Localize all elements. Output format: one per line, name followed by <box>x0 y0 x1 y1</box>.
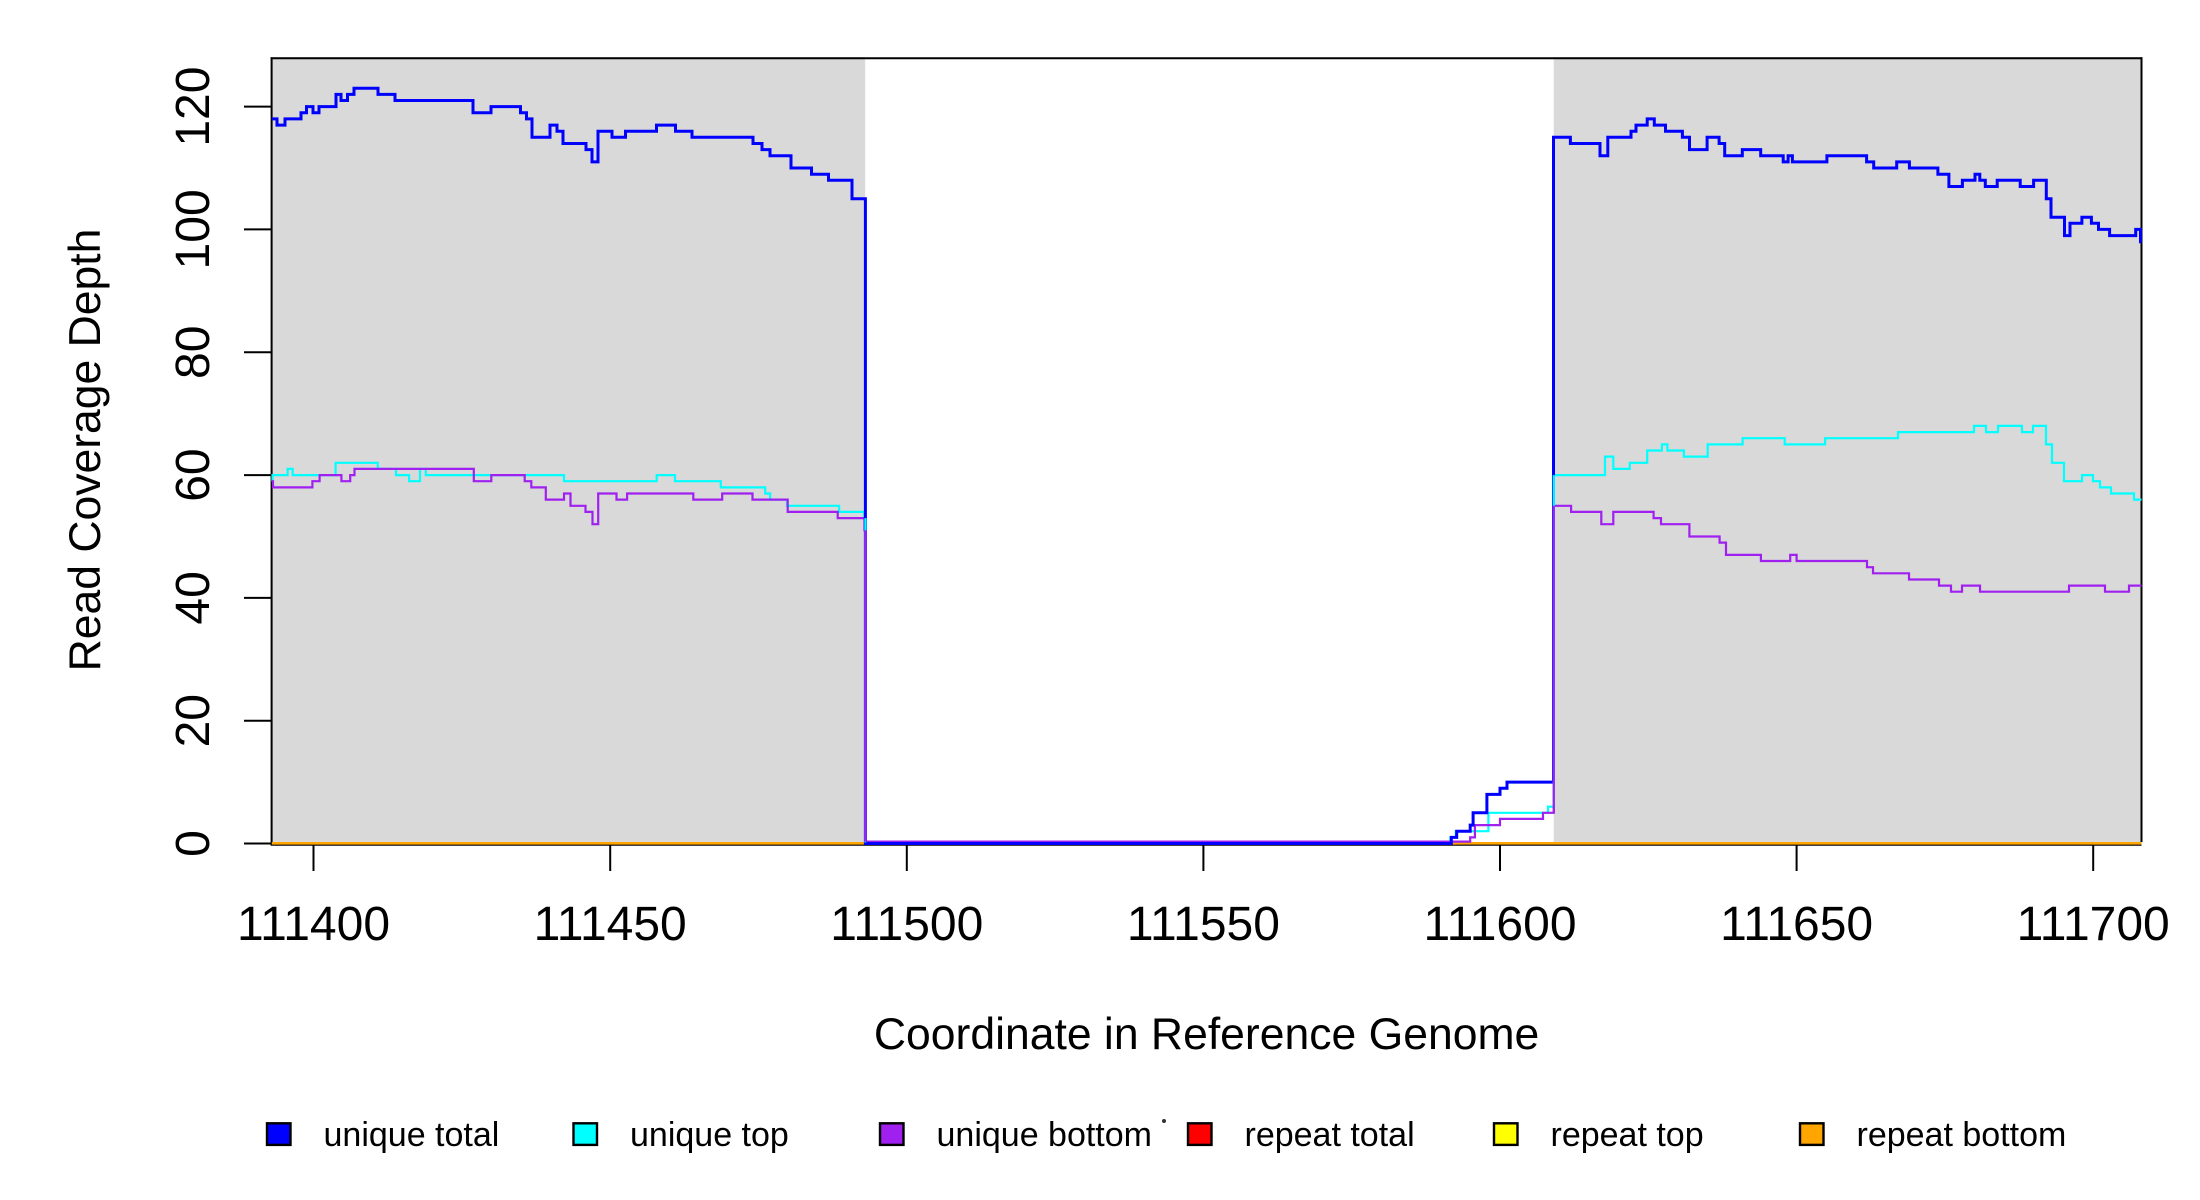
svg-text:60: 60 <box>167 448 220 501</box>
svg-text:111700: 111700 <box>2017 898 2170 951</box>
svg-text:80: 80 <box>167 326 220 379</box>
svg-text:Read Coverage Depth: Read Coverage Depth <box>61 229 110 672</box>
svg-text:100: 100 <box>167 189 220 269</box>
svg-text:120: 120 <box>167 67 220 147</box>
svg-text:111500: 111500 <box>830 898 983 951</box>
svg-text:Coordinate in Reference Genome: Coordinate in Reference Genome <box>874 1010 1539 1059</box>
svg-text:111450: 111450 <box>534 898 687 951</box>
svg-text:111650: 111650 <box>1720 898 1873 951</box>
svg-text:40: 40 <box>167 571 220 624</box>
svg-text:111600: 111600 <box>1423 898 1576 951</box>
svg-text:unique bottom: unique bottom <box>937 1116 1153 1154</box>
svg-text:repeat total: repeat total <box>1245 1116 1415 1154</box>
svg-text:repeat top: repeat top <box>1551 1116 1704 1154</box>
svg-text:20: 20 <box>167 694 220 747</box>
svg-text:111400: 111400 <box>237 898 390 951</box>
svg-text:0: 0 <box>167 830 220 857</box>
svg-text:repeat bottom: repeat bottom <box>1857 1116 2067 1154</box>
svg-text:unique total: unique total <box>324 1116 500 1154</box>
svg-text:111550: 111550 <box>1127 898 1280 951</box>
svg-text:unique top: unique top <box>630 1116 789 1154</box>
